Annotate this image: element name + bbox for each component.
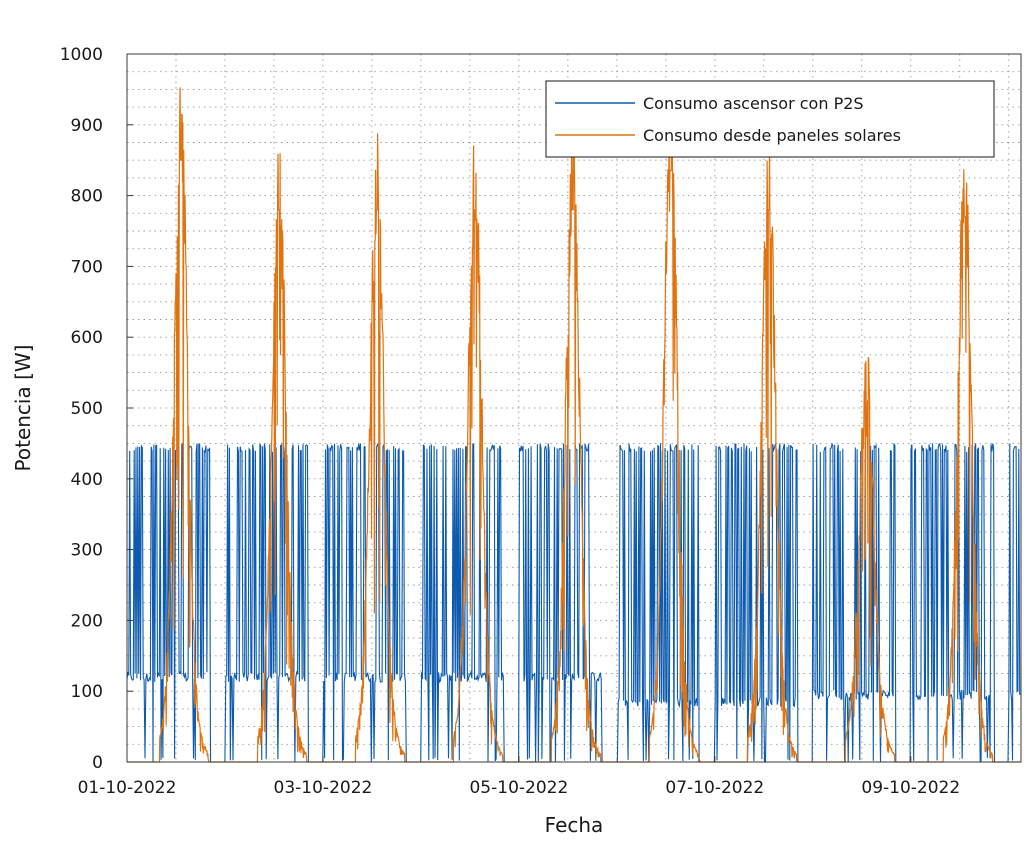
y-tick-label: 600 <box>71 328 103 348</box>
y-tick-label: 900 <box>71 116 103 136</box>
y-tick-label: 700 <box>71 257 103 277</box>
x-tick-label: 01-10-2022 <box>78 778 177 798</box>
y-tick-label: 200 <box>71 611 103 631</box>
y-tick-label: 500 <box>71 399 103 419</box>
y-tick-label: 0 <box>92 753 103 773</box>
x-tick-label: 03-10-2022 <box>274 778 373 798</box>
y-tick-label: 1000 <box>60 45 103 65</box>
series-layer <box>126 87 1021 764</box>
legend-box <box>545 80 995 158</box>
x-tick-label: 07-10-2022 <box>665 778 764 798</box>
x-axis-label: Fecha <box>545 813 604 837</box>
ticks: 0 100 200 300 400 500 600 700 800 900 1000 01-10-20… <box>60 45 960 798</box>
y-tick-label: 800 <box>71 187 103 207</box>
x-tick-label: 05-10-2022 <box>469 778 568 798</box>
y-tick-label: 300 <box>71 541 103 561</box>
series-line-blue <box>126 442 1021 764</box>
legend-entry: Consumo ascensor con P2S <box>643 94 864 113</box>
y-tick-label: 400 <box>71 470 103 490</box>
series-line-orange <box>127 87 1021 763</box>
legend-entry: Consumo desde paneles solares <box>643 126 901 145</box>
legend: Consumo ascensor con P2S Consumo desde pa… <box>545 80 995 158</box>
x-tick-label: 09-10-2022 <box>861 778 960 798</box>
y-tick-label: 100 <box>71 682 103 702</box>
y-axis-label: Potencia [W] <box>11 345 35 472</box>
